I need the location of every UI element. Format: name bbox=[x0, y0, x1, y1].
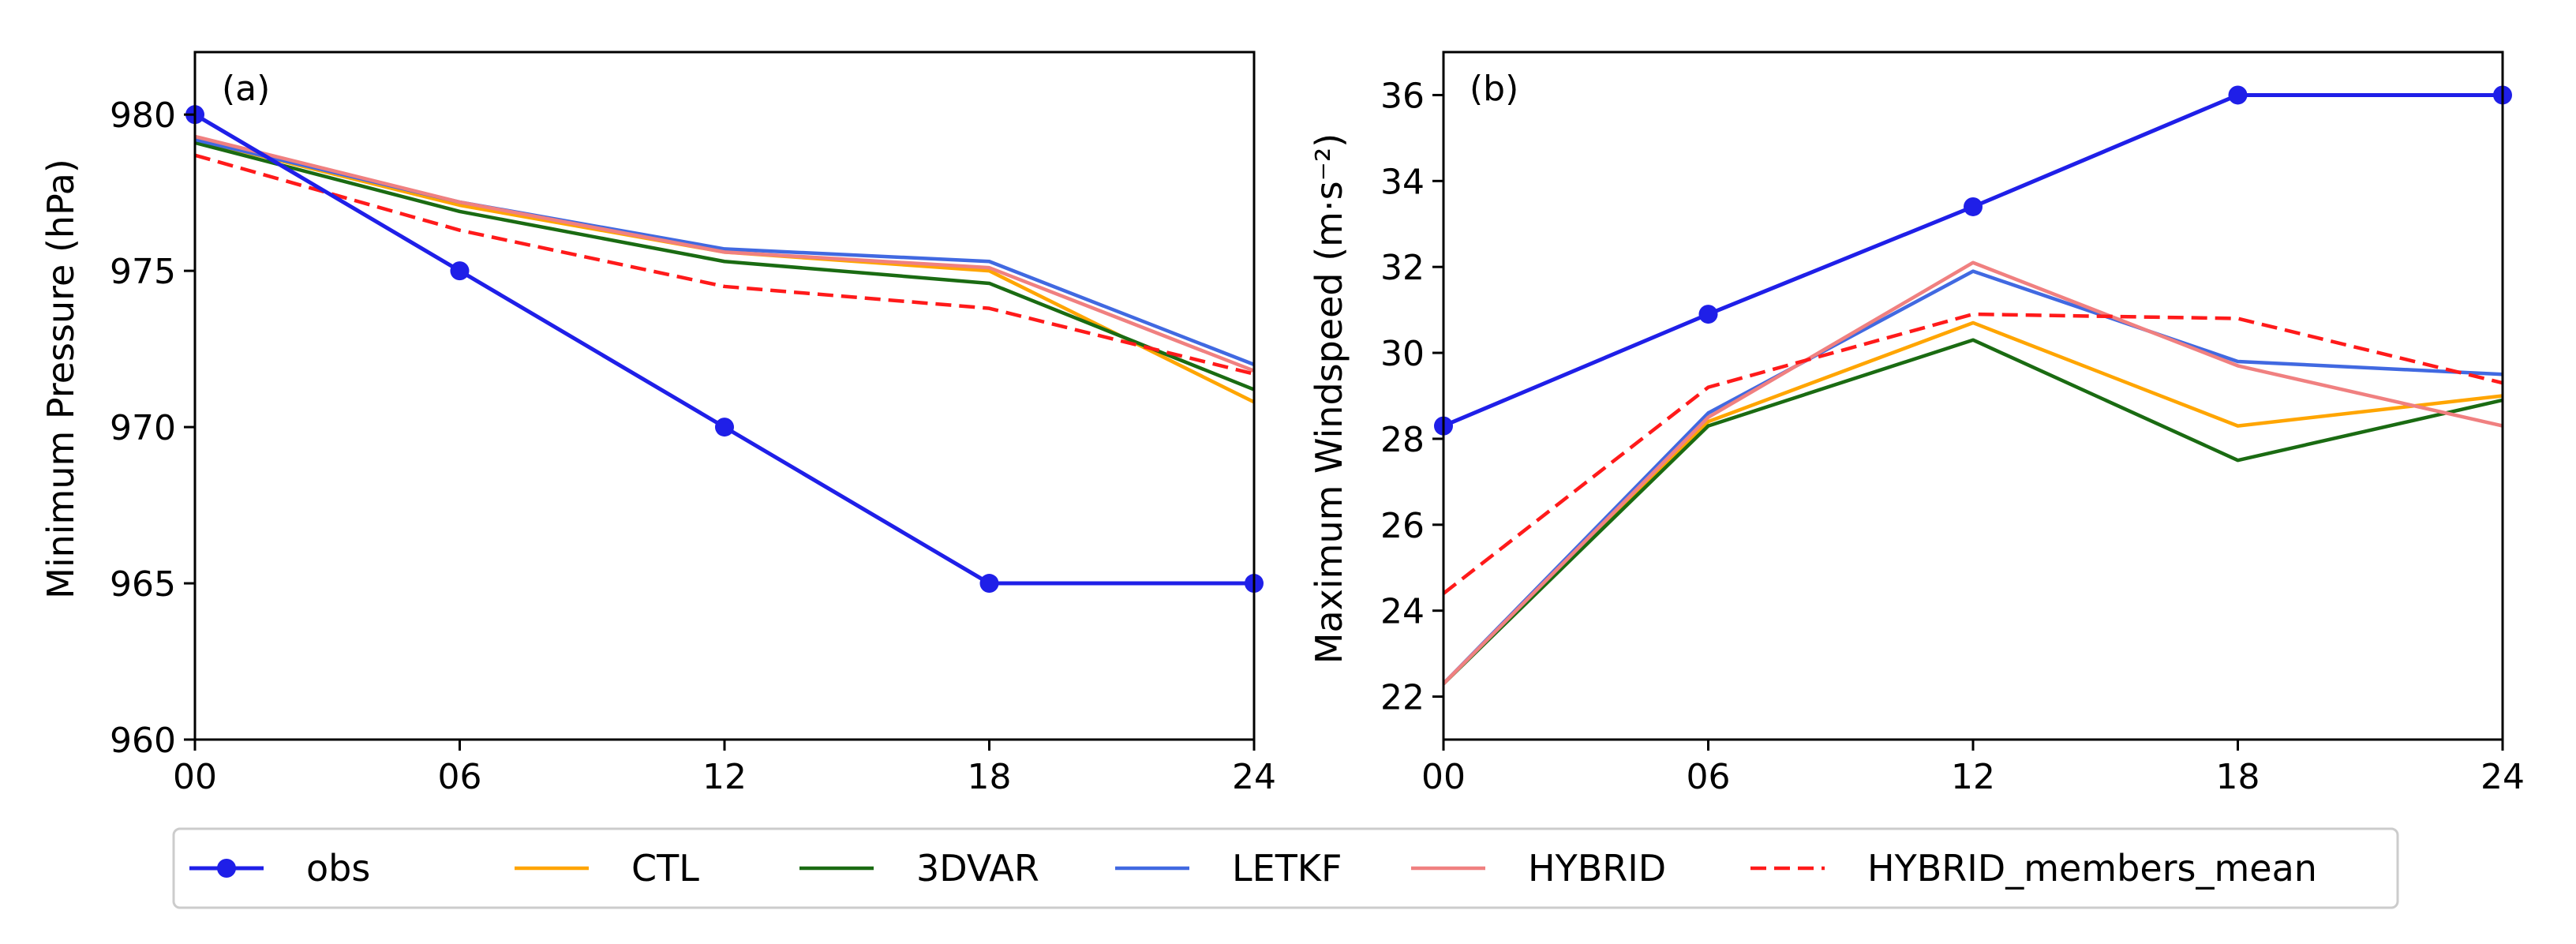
data-point-obs-a-3 bbox=[979, 574, 999, 594]
series-line-hybrid-members-mean-b bbox=[1442, 312, 2503, 595]
x-tick-label-a-3: 18 bbox=[968, 757, 1012, 797]
x-tick-label-b-1: 06 bbox=[1687, 757, 1731, 797]
series-line-obs-b bbox=[1443, 92, 2503, 428]
legend-marker-obs bbox=[217, 859, 236, 878]
y-tick-label-a-3: 975 bbox=[110, 252, 176, 292]
series-line-hybrid-b bbox=[1442, 260, 2503, 685]
x-tick-label-b-3: 18 bbox=[2216, 757, 2260, 797]
x-tick-label-b-0: 00 bbox=[1421, 757, 1466, 797]
legend-label-letkf: LETKF bbox=[1232, 847, 1342, 890]
series-line-hybrid-members-mean-a bbox=[194, 153, 1255, 376]
legend-label-hybrid: HYBRID bbox=[1528, 847, 1666, 890]
series-line-3dvar-b bbox=[1442, 338, 2503, 685]
x-tick-label-a-2: 12 bbox=[702, 757, 747, 797]
x-tick-label-a-1: 06 bbox=[438, 757, 482, 797]
y-tick-label-b-2: 26 bbox=[1380, 506, 1425, 546]
y-tick-label-b-5: 32 bbox=[1380, 248, 1425, 288]
y-tick-label-b-7: 36 bbox=[1380, 76, 1425, 116]
series-line-hybrid-a bbox=[194, 134, 1255, 373]
y-tick-label-a-2: 970 bbox=[110, 408, 176, 448]
legend-label-ctl: CTL bbox=[631, 847, 699, 890]
y-tick-label-b-0: 22 bbox=[1380, 678, 1425, 718]
y-axis-label-b: Maximum Windspeed (m·s⁻²) bbox=[1308, 133, 1350, 664]
panel-label-b: (b) bbox=[1470, 69, 1518, 109]
y-tick-label-b-4: 30 bbox=[1380, 334, 1425, 374]
legend-label-obs: obs bbox=[306, 847, 370, 890]
legend-label-3dvar: 3DVAR bbox=[916, 847, 1039, 890]
plot-area-a bbox=[185, 105, 1264, 594]
legend-frame bbox=[172, 827, 2399, 909]
y-tick-label-a-1: 965 bbox=[110, 564, 176, 605]
axes-frame-b bbox=[1442, 51, 2504, 741]
data-point-obs-a-1 bbox=[450, 261, 470, 281]
legend-label-hybrid-members-mean: HYBRID_members_mean bbox=[1867, 847, 2317, 890]
data-point-obs-b-2 bbox=[1964, 197, 1983, 216]
series-line-ctl-b bbox=[1442, 320, 2503, 685]
y-tick-label-b-3: 28 bbox=[1380, 420, 1425, 460]
series-line-ctl-a bbox=[194, 137, 1255, 404]
y-tick-label-a-0: 960 bbox=[110, 721, 176, 761]
series-line-3dvar-a bbox=[194, 140, 1255, 391]
x-tick-label-b-4: 24 bbox=[2481, 757, 2525, 797]
x-tick-label-b-2: 12 bbox=[1951, 757, 1995, 797]
x-tick-label-a-4: 24 bbox=[1232, 757, 1276, 797]
y-tick-label-b-1: 24 bbox=[1380, 592, 1425, 632]
series-line-letkf-b bbox=[1442, 269, 2503, 685]
axes-frame-a bbox=[193, 51, 1256, 741]
y-tick-label-b-6: 34 bbox=[1380, 162, 1425, 202]
legend: obs CTL 3DVAR LETKF HYBRID HYBRID_members_mea… bbox=[172, 827, 2399, 909]
y-axis-label-a: Minimum Pressure (hPa) bbox=[39, 159, 82, 599]
x-tick-label-a-0: 00 bbox=[173, 757, 217, 797]
panel-label-a: (a) bbox=[222, 69, 270, 109]
data-point-obs-b-1 bbox=[1698, 305, 1718, 324]
y-tick-label-a-4: 980 bbox=[110, 96, 176, 136]
plot-area-b bbox=[1434, 85, 2512, 685]
panel-a: (a) Minimum Pressure (hPa) 00 06 12 18 24 960… bbox=[39, 51, 1276, 797]
data-point-obs-a-2 bbox=[715, 418, 734, 437]
data-point-obs-b-3 bbox=[2228, 85, 2248, 105]
panel-b: (b) Maximum Windspeed (m·s⁻²) 00 06 12 18 24… bbox=[1308, 51, 2525, 797]
